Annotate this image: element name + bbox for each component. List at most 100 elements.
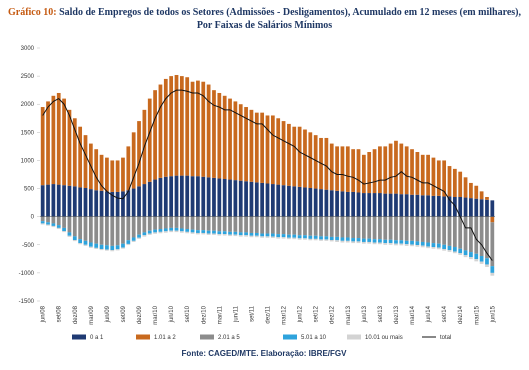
bar: [345, 240, 350, 243]
bar: [163, 216, 168, 229]
bar: [485, 258, 489, 265]
bar: [185, 229, 190, 232]
bar: [313, 238, 318, 241]
bar: [367, 238, 372, 242]
bar: [297, 216, 302, 236]
bar: [56, 216, 61, 226]
bar: [281, 234, 286, 238]
x-tick-label: jun/11: [233, 305, 239, 323]
bar: [131, 216, 136, 238]
bar: [319, 189, 323, 217]
bar: [297, 235, 302, 239]
bar: [190, 176, 195, 217]
bar: [452, 196, 457, 217]
bar: [94, 190, 99, 217]
bar: [67, 185, 72, 217]
bar: [142, 184, 147, 217]
bar: [479, 191, 484, 200]
bar: [94, 216, 99, 244]
bar: [490, 216, 495, 223]
bar: [367, 193, 372, 217]
bar: [158, 177, 163, 217]
bar: [335, 216, 339, 237]
bar: [260, 233, 265, 237]
x-tick-label: mar/09: [89, 305, 95, 324]
x-tick-label: set/09: [121, 305, 127, 322]
bar: [67, 232, 72, 236]
bar: [442, 196, 447, 217]
bar: [115, 216, 120, 246]
bar: [292, 216, 297, 235]
bar: [137, 186, 141, 217]
bar: [196, 176, 200, 217]
bar: [319, 216, 323, 237]
bar: [426, 195, 430, 217]
bar: [228, 98, 232, 180]
bar: [174, 216, 179, 228]
bar: [190, 232, 195, 234]
bar: [313, 188, 318, 217]
bar: [105, 216, 109, 246]
bar: [319, 239, 323, 241]
bar: [303, 216, 307, 236]
bar: [415, 194, 420, 217]
title-text: Saldo de Empregos de todos os Setores (A…: [59, 7, 522, 31]
bar: [420, 154, 425, 196]
bar: [147, 230, 152, 234]
bar: [254, 235, 259, 238]
bar: [62, 231, 66, 233]
bar: [378, 242, 382, 245]
bar: [67, 235, 72, 237]
bar: [388, 243, 393, 245]
y-tick-label: 500: [24, 187, 35, 193]
bar: [131, 132, 136, 189]
bar: [137, 234, 141, 238]
bar: [410, 240, 414, 245]
bar: [217, 92, 222, 179]
bar: [313, 216, 318, 236]
bar: [40, 223, 45, 225]
bar: [276, 184, 281, 217]
bar: [270, 184, 275, 217]
bar: [329, 143, 334, 191]
bar: [62, 216, 66, 228]
bar: [324, 216, 329, 237]
bar: [88, 242, 93, 247]
x-tick-label: mar/12: [282, 305, 288, 324]
y-tick-label: 2500: [21, 74, 35, 80]
bar: [254, 112, 259, 183]
bar: [179, 216, 184, 229]
bar: [281, 237, 286, 239]
bar: [447, 216, 452, 246]
bar: [131, 240, 136, 242]
bar: [474, 185, 479, 199]
bar: [463, 177, 468, 198]
bar: [153, 179, 157, 217]
bar: [351, 191, 356, 217]
y-tick-label: -1000: [19, 271, 35, 277]
bar: [56, 227, 61, 230]
bar: [131, 188, 136, 217]
bar: [249, 232, 254, 236]
bar: [303, 235, 307, 239]
bar: [206, 230, 211, 234]
bar: [83, 135, 88, 188]
bar: [105, 249, 109, 251]
bar: [426, 246, 430, 249]
bar: [276, 118, 281, 185]
bar: [110, 216, 115, 246]
bar: [270, 216, 275, 234]
bar: [46, 184, 50, 217]
bar: [351, 149, 356, 192]
bar: [399, 194, 404, 217]
bar: [442, 248, 447, 251]
bar: [217, 231, 222, 235]
bar: [361, 193, 366, 217]
bar: [297, 238, 302, 240]
bar: [383, 216, 388, 240]
bar: [479, 256, 484, 262]
bar: [56, 184, 61, 217]
bar: [40, 107, 45, 186]
bar: [121, 216, 125, 244]
